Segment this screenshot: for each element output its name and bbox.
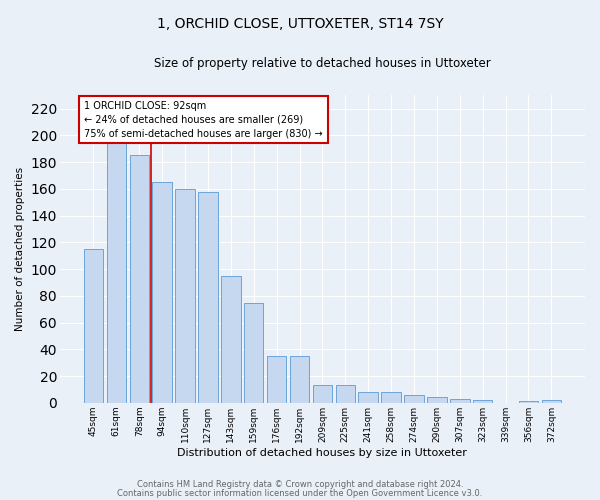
- Text: 1, ORCHID CLOSE, UTTOXETER, ST14 7SY: 1, ORCHID CLOSE, UTTOXETER, ST14 7SY: [157, 18, 443, 32]
- Bar: [198, 192, 218, 403]
- Bar: [519, 402, 538, 403]
- Bar: [130, 156, 149, 403]
- Bar: [358, 392, 378, 403]
- Text: Contains HM Land Registry data © Crown copyright and database right 2024.: Contains HM Land Registry data © Crown c…: [137, 480, 463, 489]
- Text: 1 ORCHID CLOSE: 92sqm
← 24% of detached houses are smaller (269)
75% of semi-det: 1 ORCHID CLOSE: 92sqm ← 24% of detached …: [84, 100, 323, 138]
- Bar: [427, 398, 446, 403]
- Bar: [221, 276, 241, 403]
- Bar: [175, 189, 195, 403]
- Bar: [335, 386, 355, 403]
- Bar: [107, 122, 126, 403]
- Bar: [84, 249, 103, 403]
- Bar: [267, 356, 286, 403]
- Bar: [152, 182, 172, 403]
- Text: Contains public sector information licensed under the Open Government Licence v3: Contains public sector information licen…: [118, 488, 482, 498]
- Y-axis label: Number of detached properties: Number of detached properties: [15, 167, 25, 331]
- Bar: [244, 302, 263, 403]
- Bar: [542, 400, 561, 403]
- Bar: [290, 356, 309, 403]
- Bar: [313, 386, 332, 403]
- Bar: [404, 395, 424, 403]
- Bar: [450, 399, 470, 403]
- Title: Size of property relative to detached houses in Uttoxeter: Size of property relative to detached ho…: [154, 58, 491, 70]
- Bar: [382, 392, 401, 403]
- Bar: [473, 400, 493, 403]
- X-axis label: Distribution of detached houses by size in Uttoxeter: Distribution of detached houses by size …: [178, 448, 467, 458]
